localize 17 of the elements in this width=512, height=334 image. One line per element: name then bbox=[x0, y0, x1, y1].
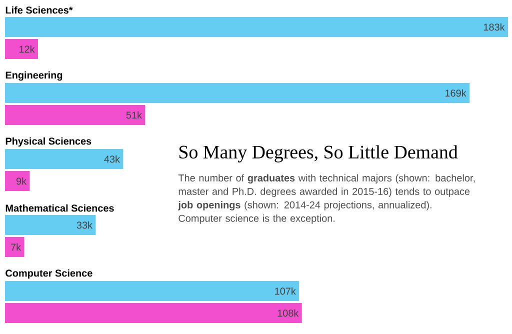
data-label: 169k bbox=[445, 89, 466, 97]
y-tick-label: Physical Sciences bbox=[6, 137, 92, 147]
data-label: 108k bbox=[278, 309, 299, 317]
data-label: 107k bbox=[275, 287, 296, 295]
data-label: 9k bbox=[16, 177, 27, 185]
data-label: 33k bbox=[76, 221, 93, 229]
y-tick-label: Computer Science bbox=[6, 269, 92, 279]
data-label: 12k bbox=[19, 45, 35, 53]
text: The number of graduates with technical majors (shown: bachelor, master and Ph.D. degrees awarded in 2015-16) tends to outpace job openings (shown: 2014-24 projections, annualized). Computer science is the exception. bbox=[178, 174, 475, 224]
data-label: 183k bbox=[484, 23, 505, 31]
text: So Many Degrees, So Little Demand bbox=[179, 145, 458, 162]
data-label: 43k bbox=[104, 155, 120, 163]
y-tick-label: Engineering bbox=[6, 71, 62, 81]
y-tick-label: Life Sciences* bbox=[6, 6, 73, 14]
data-label: 7k bbox=[11, 243, 22, 251]
y-tick-label: Mathematical Sciences bbox=[6, 204, 114, 212]
data-label: 51k bbox=[126, 111, 142, 119]
